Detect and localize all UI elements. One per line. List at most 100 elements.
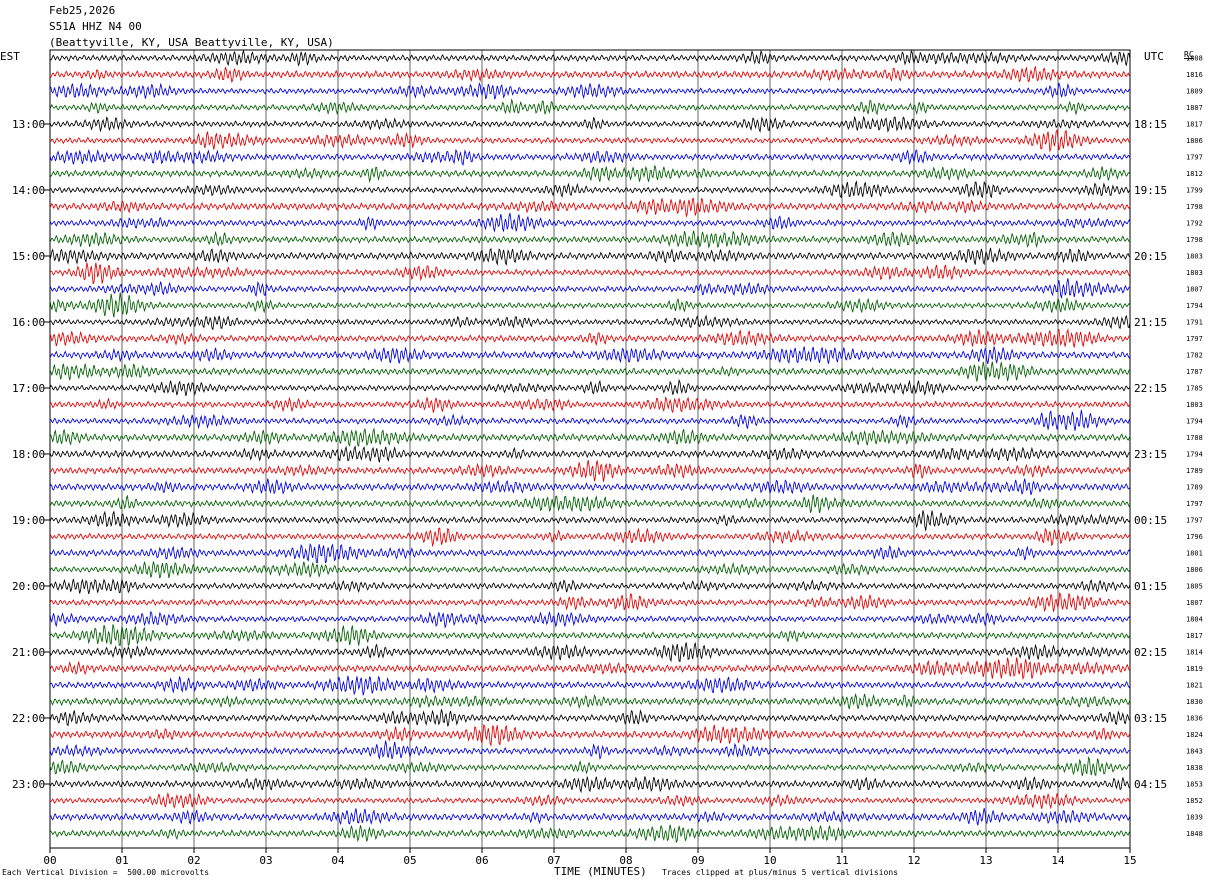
trace-line: [49, 98, 1131, 116]
row-value-label: 1799: [1186, 187, 1203, 195]
x-tick-label: 00: [43, 854, 56, 867]
row-value-label: 1821: [1186, 682, 1203, 690]
trace-line: [49, 692, 1131, 710]
trace-line: [49, 65, 1131, 84]
scale-note: Each Vertical Division = 500.00 microvol…: [2, 868, 210, 877]
trace-line: [49, 709, 1131, 727]
trace-line: [49, 129, 1131, 153]
est-hour-label: 23:00: [12, 778, 45, 791]
x-tick-label: 10: [763, 854, 776, 867]
x-tick-label: 13: [979, 854, 992, 867]
trace-line: [49, 427, 1131, 448]
x-tick-label: 06: [475, 854, 488, 867]
x-tick-label: 08: [619, 854, 632, 867]
trace-line: [49, 361, 1131, 382]
trace-line: [49, 148, 1131, 166]
row-value-label: 1796: [1186, 533, 1203, 541]
station-label: S51A HHZ N4 00: [49, 20, 142, 33]
row-value-label: 1830: [1186, 698, 1203, 706]
row-value-label: 1797: [1186, 154, 1203, 162]
x-tick-label: 04: [331, 854, 345, 867]
trace-line: [49, 262, 1131, 285]
x-tick-label: 11: [835, 854, 848, 867]
est-hour-label: 15:00: [12, 250, 45, 263]
trace-line: [49, 165, 1131, 183]
row-value-label: 1817: [1186, 632, 1203, 640]
x-tick-label: 12: [907, 854, 920, 867]
row-value-label: 1794: [1186, 418, 1203, 426]
x-tick-label: 01: [115, 854, 128, 867]
row-value-label: 1809: [1186, 88, 1203, 96]
row-value-label: 1787: [1186, 368, 1203, 376]
trace-line: [49, 460, 1131, 482]
row-value-label: 1782: [1186, 352, 1203, 360]
clip-note: Traces clipped at plus/minus 5 vertical …: [662, 868, 899, 877]
row-value-label: 1798: [1186, 236, 1203, 244]
x-tick-label: 14: [1051, 854, 1065, 867]
trace-line: [49, 396, 1131, 414]
est-hour-label: 20:00: [12, 580, 45, 593]
row-value-label: 1816: [1186, 71, 1203, 79]
trace-line: [49, 675, 1131, 696]
date-label: Feb25,2026: [49, 4, 116, 17]
row-value-label: 1836: [1186, 715, 1203, 723]
utc-hour-label: 18:15: [1134, 118, 1167, 131]
trace-line: [49, 292, 1131, 318]
utc-hour-label: 03:15: [1134, 712, 1167, 725]
est-hour-label: 18:00: [12, 448, 45, 461]
trace-line: [49, 791, 1131, 810]
utc-hour-label: 21:15: [1134, 316, 1167, 329]
location-label: (Beattyville, KY, USA Beattyville, KY, U…: [49, 36, 334, 49]
row-value-label: 1797: [1186, 500, 1203, 508]
trace-line: [49, 657, 1131, 681]
x-tick-label: 05: [403, 854, 416, 867]
utc-hour-label: 02:15: [1134, 646, 1167, 659]
row-value-label: 1791: [1186, 319, 1203, 327]
trace-line: [49, 180, 1131, 199]
row-value-label: 1853: [1186, 781, 1203, 789]
utc-hour-label: 01:15: [1134, 580, 1167, 593]
utc-axis-label: UTC: [1144, 50, 1164, 63]
row-value-label: 1803: [1186, 401, 1203, 409]
trace-line: [49, 247, 1131, 267]
row-value-label: 1792: [1186, 220, 1203, 228]
utc-hour-label: 23:15: [1134, 448, 1167, 461]
trace-line: [49, 328, 1131, 348]
row-value-label: 1807: [1186, 104, 1203, 112]
trace-line: [49, 212, 1131, 233]
row-value-label: 1814: [1186, 649, 1203, 657]
trace-line: [49, 378, 1131, 397]
row-value-label: 1803: [1186, 253, 1203, 261]
row-value-label: 1848: [1186, 830, 1203, 838]
trace-line: [49, 197, 1131, 219]
utc-hour-label: 20:15: [1134, 250, 1167, 263]
trace-line: [49, 314, 1131, 331]
est-axis-label: EST: [0, 50, 20, 63]
trace-line: [49, 478, 1131, 495]
trace-line: [49, 578, 1131, 594]
row-value-label: 1805: [1186, 583, 1203, 591]
row-value-label: 1794: [1186, 302, 1203, 310]
row-value-label: 1798: [1186, 203, 1203, 211]
utc-hour-label: 19:15: [1134, 184, 1167, 197]
trace-line: [49, 510, 1131, 531]
trace-line: [49, 346, 1131, 365]
row-value-label: 1788: [1186, 434, 1203, 442]
row-value-label: 1807: [1186, 599, 1203, 607]
row-value-label: 1843: [1186, 748, 1203, 756]
utc-hour-label: 04:15: [1134, 778, 1167, 791]
est-hour-label: 22:00: [12, 712, 45, 725]
x-axis-label: TIME (MINUTES): [554, 865, 647, 878]
trace-line: [49, 756, 1131, 777]
est-hour-label: 13:00: [12, 118, 45, 131]
plot-frame: [49, 49, 1131, 849]
trace-line: [49, 807, 1131, 826]
row-value-label: 1817: [1186, 121, 1203, 129]
est-hour-label: 19:00: [12, 514, 45, 527]
est-hour-label: 16:00: [12, 316, 45, 329]
row-value-label: 1839: [1186, 814, 1203, 822]
utc-hour-label: 22:15: [1134, 382, 1167, 395]
trace-line: [49, 115, 1131, 133]
row-value-label: 1794: [1186, 451, 1203, 459]
